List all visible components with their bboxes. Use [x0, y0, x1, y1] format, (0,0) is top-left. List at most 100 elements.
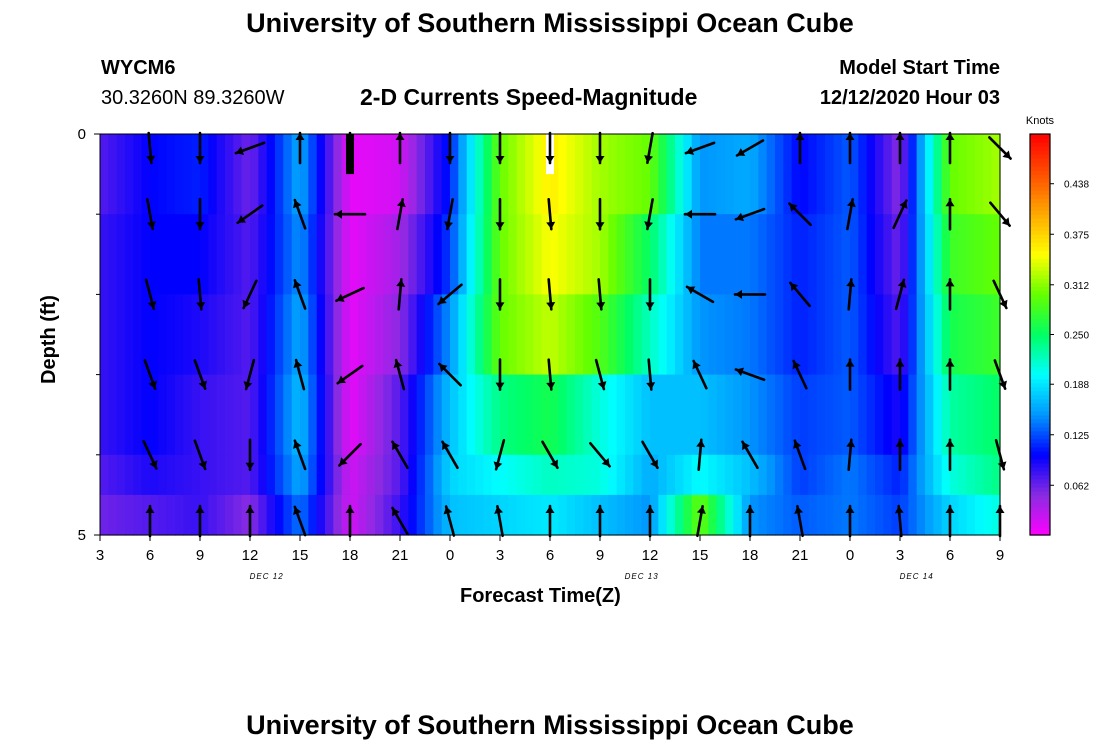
heatmap-cell [650, 454, 659, 496]
vector-head [149, 460, 158, 469]
heatmap-cell [550, 454, 559, 496]
heatmap-cell [425, 134, 434, 215]
heatmap-cell [316, 454, 326, 496]
heatmap-cell [966, 374, 976, 456]
heatmap-cell [383, 374, 393, 456]
heatmap-cell [175, 214, 184, 295]
colorbar-segment [1030, 322, 1050, 328]
heatmap-cell [766, 214, 776, 295]
heatmap-cell [250, 294, 259, 376]
heatmap-cell [633, 454, 643, 496]
heatmap-cell [575, 294, 584, 376]
heatmap-cell [141, 134, 151, 215]
colorbar-segment [1030, 190, 1050, 195]
vector-head [495, 222, 505, 230]
vector-head [245, 506, 255, 513]
heatmap-cell [291, 294, 301, 376]
heatmap-cell [933, 134, 943, 215]
axes: 3 6 9 12 15 18 21 0 3 6 9 12 15 18 21 0 3 6 9 DEC 12 DEC 13 D… [78, 126, 1005, 581]
vector-head [735, 367, 745, 377]
heatmap-cell [216, 294, 226, 376]
heatmap-cell [758, 494, 768, 536]
vector-head [339, 457, 348, 466]
heatmap-cell [250, 454, 259, 496]
current-vector [641, 440, 659, 470]
heatmap-cell [658, 494, 668, 536]
x-tick-label: 21 [392, 547, 409, 564]
current-vector [792, 359, 808, 390]
heatmap-cell [341, 134, 351, 215]
current-vector [345, 131, 355, 165]
heatmap-cell [941, 374, 951, 456]
heatmap-cell [700, 294, 709, 376]
vector-head [650, 459, 658, 468]
heatmap-cell [766, 134, 776, 215]
heatmap-cell [975, 294, 984, 376]
heatmap-cell [283, 374, 293, 456]
heatmap-cell [400, 454, 409, 496]
colorbar-segment [1030, 294, 1050, 300]
colorbar-segment [1030, 362, 1050, 368]
heatmap-cell [858, 294, 868, 376]
heatmap-cell [475, 374, 484, 456]
current-vector [295, 131, 305, 165]
heatmap-cell [200, 214, 209, 295]
heatmap-cell [450, 494, 459, 536]
current-vector [393, 358, 406, 391]
heatmap-cell [500, 294, 509, 376]
heatmap-cell [791, 214, 801, 295]
heatmap-cell [741, 374, 751, 456]
heatmap-cell [850, 454, 859, 496]
colorbar-segment [1030, 514, 1050, 520]
heatmap-cell [525, 214, 534, 295]
heatmap-cell [416, 374, 426, 456]
heatmap-cell [450, 374, 459, 456]
colorbar-segment [1030, 354, 1050, 360]
current-vector [142, 439, 158, 470]
heatmap-cell [141, 454, 151, 496]
heatmap-cell [341, 494, 351, 536]
heatmap-cell [925, 374, 934, 456]
heatmap-cell [775, 134, 784, 215]
current-vector [195, 131, 205, 165]
heatmap-cell [608, 494, 618, 536]
heatmap-cell [725, 374, 734, 456]
heatmap-cell [225, 294, 234, 376]
heatmap-cell [950, 494, 959, 536]
colorbar-segment [1030, 166, 1050, 171]
colorbar-segment [1030, 170, 1050, 175]
x-tick-label: 12 [642, 547, 659, 564]
vector-head [196, 301, 206, 310]
heatmap-cell [216, 494, 226, 536]
colorbar-segment [1030, 222, 1050, 227]
heatmap-cell [691, 454, 701, 496]
heatmap-cell [808, 294, 818, 376]
colorbar-segment [1030, 410, 1050, 416]
colorbar-segment [1030, 274, 1050, 279]
x-tick-label: 21 [792, 547, 809, 564]
heatmap-cell [391, 454, 401, 496]
heatmap-cell [766, 374, 776, 456]
heatmap-cell [291, 134, 301, 215]
current-vector [646, 358, 656, 391]
colorbar-segment [1030, 418, 1050, 424]
current-vector [734, 367, 766, 382]
vector-head [945, 506, 955, 513]
heatmap-cell [375, 494, 384, 536]
colorbar-segment [1030, 458, 1050, 464]
heatmap-cell [416, 214, 426, 295]
current-vector [546, 278, 556, 311]
colorbar-segment [1030, 450, 1050, 456]
heatmap-cell [891, 494, 901, 536]
vector-head [845, 133, 855, 140]
heatmap-cell [983, 494, 993, 536]
heatmap-cell [150, 134, 159, 215]
heatmap-cell [333, 454, 343, 496]
heatmap-cell [233, 294, 243, 376]
heatmap-cell [125, 134, 134, 215]
heatmap-cell [283, 454, 293, 496]
heatmap-cell [783, 454, 793, 496]
heatmap-cell [475, 294, 484, 376]
colorbar-segment [1030, 438, 1050, 444]
heatmap-cell [766, 454, 776, 496]
